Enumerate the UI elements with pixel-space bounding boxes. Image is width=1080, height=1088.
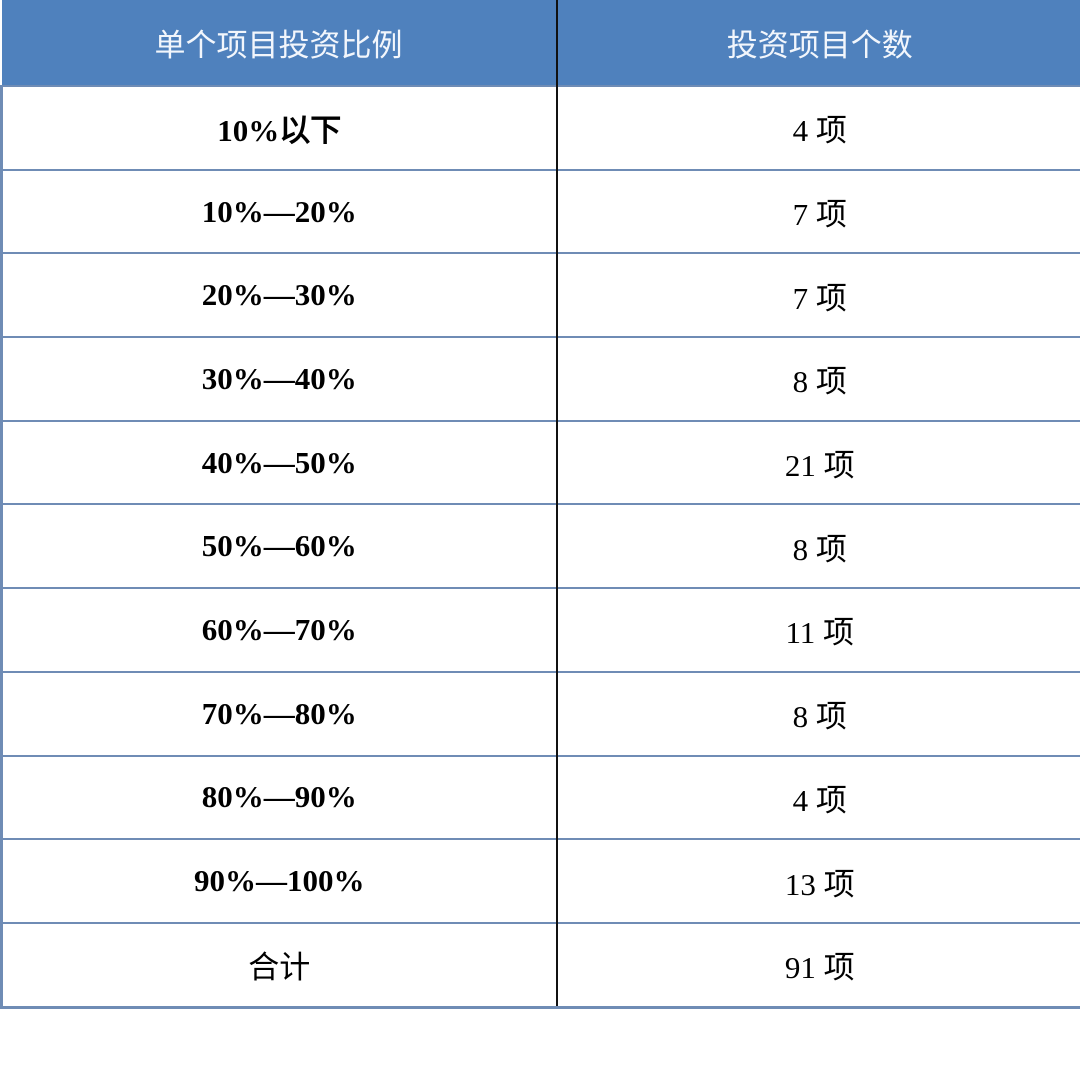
count-cell: 4 项 — [556, 85, 1080, 170]
ratio-cell: 10%—20% — [0, 168, 558, 254]
table-row: 90%—100% 13 项 — [0, 838, 1080, 923]
count-cell: 21 项 — [556, 419, 1080, 505]
ratio-cell: 10%以下 — [0, 85, 558, 170]
table-row: 80%—90% 4 项 — [0, 754, 1080, 840]
table-row: 30%—40% 8 项 — [0, 336, 1080, 421]
table-row: 50%—60% 8 项 — [0, 503, 1080, 589]
count-cell: 91 项 — [556, 921, 1080, 1009]
table-row: 20%—30% 7 项 — [0, 252, 1080, 338]
table-row: 10%—20% 7 项 — [0, 168, 1080, 254]
ratio-cell: 20%—30% — [0, 252, 558, 338]
count-cell: 11 项 — [556, 587, 1080, 672]
ratio-cell: 60%—70% — [0, 587, 558, 672]
count-cell: 8 项 — [556, 670, 1080, 756]
header-ratio: 单个项目投资比例 — [1, 0, 558, 86]
header-row: 单个项目投资比例 投资项目个数 — [1, 0, 1080, 86]
count-cell: 7 项 — [556, 168, 1080, 254]
table-row: 40%—50% 21 项 — [0, 419, 1080, 505]
count-cell: 13 项 — [556, 838, 1080, 923]
count-cell: 8 项 — [556, 336, 1080, 421]
ratio-cell: 50%—60% — [0, 503, 558, 589]
count-cell: 7 项 — [556, 252, 1080, 338]
table-row: 70%—80% 8 项 — [0, 670, 1080, 756]
table-row: 60%—70% 11 项 — [0, 587, 1080, 672]
ratio-cell: 30%—40% — [0, 336, 558, 421]
count-cell: 8 项 — [556, 503, 1080, 589]
investment-ratio-table: 单个项目投资比例 投资项目个数 10%以下 4 项 10%—20% 7 项 20%—30… — [0, 0, 1080, 1009]
count-cell: 4 项 — [556, 754, 1080, 840]
ratio-cell: 80%—90% — [0, 754, 558, 840]
ratio-cell: 合计 — [0, 921, 558, 1009]
table-row: 10%以下 4 项 — [0, 85, 1080, 170]
ratio-cell: 70%—80% — [0, 670, 558, 756]
ratio-cell: 40%—50% — [0, 419, 558, 505]
total-row: 合计 91 项 — [0, 921, 1080, 1009]
ratio-cell: 90%—100% — [0, 838, 558, 923]
header-count: 投资项目个数 — [556, 0, 1080, 86]
